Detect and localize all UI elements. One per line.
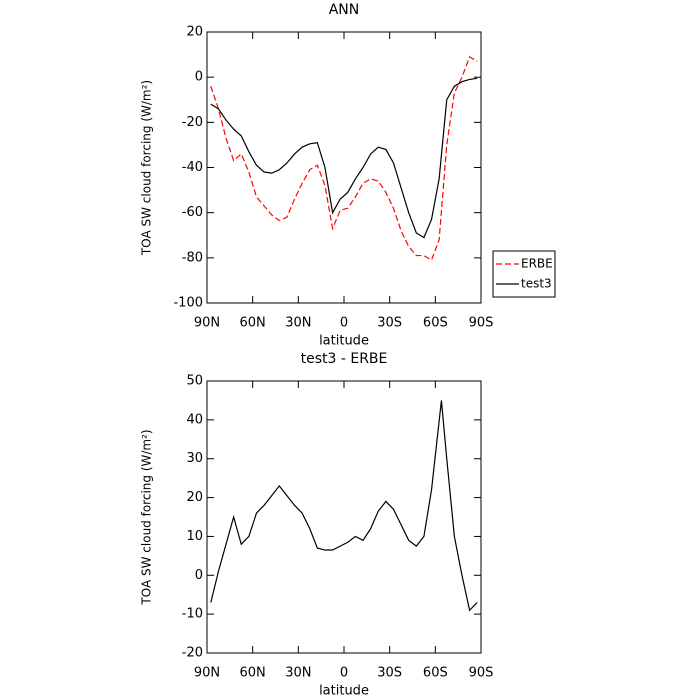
y-tick-label: 10 — [186, 529, 203, 544]
y-tick-label: -10 — [182, 607, 203, 622]
y-tick-label: 20 — [186, 25, 203, 40]
data-line — [210, 55, 478, 261]
x-tick-label: 90N — [194, 666, 220, 681]
x-tick-label: 60N — [240, 316, 266, 331]
y-axis-label: TOA SW cloud forcing (W/m²) — [140, 80, 154, 256]
y-tick-label: 20 — [186, 490, 203, 505]
x-tick-label: 30S — [377, 666, 402, 681]
plot-frame — [206, 380, 482, 654]
y-tick-label: -20 — [182, 646, 203, 661]
x-tick-label: 30N — [285, 666, 311, 681]
y-tick-label: -40 — [182, 160, 203, 175]
y-tick-label: 0 — [195, 70, 203, 85]
data-line — [210, 400, 478, 612]
x-tick-label: 0 — [340, 316, 348, 331]
x-tick-label: 60S — [423, 316, 448, 331]
x-tick-label: 60N — [240, 666, 266, 681]
data-line — [210, 77, 478, 239]
x-tick-label: 30N — [285, 316, 311, 331]
y-tick-label: -20 — [182, 115, 203, 130]
y-tick-label: -80 — [182, 250, 203, 265]
legend-box — [492, 250, 556, 298]
x-tick-label: 30S — [377, 316, 402, 331]
y-axis-label: TOA SW cloud forcing (W/m²) — [140, 429, 154, 605]
y-tick-label: -100 — [173, 296, 203, 311]
y-tick-label: 50 — [186, 374, 203, 389]
x-tick-label: 60S — [423, 666, 448, 681]
x-tick-label: 90N — [194, 316, 220, 331]
legend-label: test3 — [521, 277, 552, 291]
y-tick-label: 0 — [195, 568, 203, 583]
x-tick-label: 90S — [469, 316, 494, 331]
x-axis-label: latitude — [319, 684, 369, 699]
y-tick-label: -60 — [182, 205, 203, 220]
x-tick-label: 90S — [469, 666, 494, 681]
y-tick-label: 40 — [186, 412, 203, 427]
x-axis-label: latitude — [319, 334, 369, 349]
legend-label: ERBE — [521, 257, 553, 271]
x-tick-label: 0 — [340, 666, 348, 681]
y-tick-label: 30 — [186, 451, 203, 466]
chart-title: ANN — [329, 2, 360, 18]
chart-title: test3 - ERBE — [301, 351, 388, 367]
